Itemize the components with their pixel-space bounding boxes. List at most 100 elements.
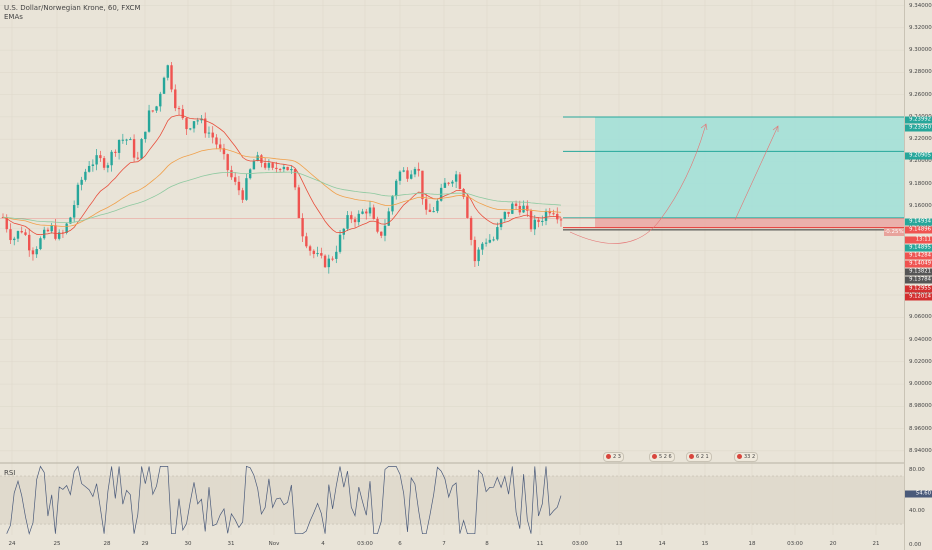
candle: [293, 169, 297, 188]
time-tick-label: 25: [53, 541, 61, 547]
price-label: 9.14895: [905, 244, 932, 252]
candle: [503, 211, 507, 220]
candle: [286, 166, 289, 171]
candle: [87, 165, 91, 172]
candle: [219, 144, 222, 149]
candle: [421, 170, 424, 200]
time-tick-label: 6: [398, 541, 402, 547]
candle: [391, 196, 394, 212]
candle: [125, 139, 128, 141]
candle: [207, 132, 211, 134]
ema-line-mid: [2, 148, 562, 227]
time-tick-label: 20: [829, 541, 837, 547]
candle: [436, 200, 439, 212]
candle: [447, 182, 450, 184]
candle: [454, 174, 458, 182]
candle: [80, 179, 83, 185]
candle: [241, 190, 244, 200]
candle: [466, 196, 469, 218]
candle: [110, 151, 113, 166]
rsi-title[interactable]: RSI: [4, 469, 16, 477]
candle: [323, 255, 327, 268]
price-tick-label: 9.04000: [909, 336, 932, 343]
candle: [458, 174, 462, 189]
candle: [541, 220, 544, 222]
economic-event[interactable]: 33 2: [734, 452, 759, 462]
candle: [488, 239, 492, 243]
price-label: 9.14284: [905, 252, 932, 260]
candle: [65, 223, 68, 233]
candle: [357, 213, 360, 223]
candle: [331, 258, 334, 260]
price-label: 9.14049: [905, 260, 932, 268]
price-tick-label: 8.98000: [909, 403, 932, 410]
candle: [395, 180, 398, 197]
economic-event[interactable]: 6 2 1: [686, 452, 712, 462]
chart-legend: U.S. Dollar/Norwegian Krone, 60, FXCM EM…: [4, 4, 141, 22]
candle: [406, 170, 409, 179]
candle: [305, 236, 308, 247]
candle: [499, 219, 503, 228]
candle: [102, 158, 106, 168]
price-tick-label: 9.28000: [909, 69, 932, 76]
candle: [189, 128, 192, 130]
candle: [260, 155, 263, 163]
candle: [537, 219, 540, 222]
position-percent-tag: -0.25%: [884, 228, 904, 236]
time-tick-label: 21: [872, 541, 880, 547]
candle: [151, 110, 154, 112]
candle: [380, 231, 383, 236]
candle: [271, 163, 274, 168]
candle: [413, 168, 417, 175]
candle: [514, 203, 518, 206]
profit-zone: [595, 116, 904, 218]
time-tick-label: 8: [485, 541, 489, 547]
candle: [353, 219, 357, 223]
candle: [181, 109, 184, 119]
economic-event[interactable]: 5 2 6: [649, 452, 675, 462]
candle: [129, 139, 132, 141]
candle: [170, 65, 173, 90]
price-scale[interactable]: 9.340009.320009.300009.280009.260009.240…: [904, 0, 932, 550]
time-tick-label: 31: [227, 541, 235, 547]
price-tick-label: 9.30000: [909, 47, 932, 54]
price-label: 9.23950: [905, 124, 932, 132]
candle: [383, 225, 387, 236]
candle: [16, 231, 20, 239]
candle: [308, 246, 312, 251]
candle: [136, 157, 140, 159]
candle: [31, 250, 35, 255]
candle: [443, 182, 447, 188]
price-label: 13:11: [905, 236, 932, 244]
candle: [335, 251, 338, 259]
symbol-title: U.S. Dollar/Norwegian Krone, 60, FXCM: [4, 4, 141, 12]
candle: [275, 167, 278, 170]
candle: [402, 170, 405, 172]
candle: [372, 207, 375, 220]
candle: [522, 205, 525, 213]
economic-event[interactable]: 2 3: [603, 452, 624, 462]
candle: [69, 217, 72, 224]
price-chart[interactable]: [0, 0, 904, 550]
time-tick-label: 4: [321, 541, 325, 547]
candle: [192, 121, 196, 129]
price-tick-label: 9.16000: [909, 202, 932, 209]
rsi-line: [6, 465, 562, 535]
candle: [278, 169, 282, 171]
price-tick-label: 8.96000: [909, 425, 932, 432]
candle: [9, 229, 12, 241]
price-tick-label: 9.06000: [909, 314, 932, 321]
chart-area[interactable]: U.S. Dollar/Norwegian Krone, 60, FXCM EM…: [0, 0, 904, 550]
candle: [469, 217, 473, 240]
candle: [529, 210, 533, 230]
candle: [312, 250, 316, 255]
forecast-path: [734, 125, 779, 221]
candle: [13, 238, 16, 241]
candle: [117, 139, 121, 153]
candle: [99, 155, 102, 159]
indicator-label[interactable]: EMAs: [4, 13, 23, 21]
candle: [245, 178, 248, 200]
candle: [204, 118, 207, 134]
time-tick-label: 03:00: [572, 541, 588, 547]
candle: [196, 120, 199, 122]
